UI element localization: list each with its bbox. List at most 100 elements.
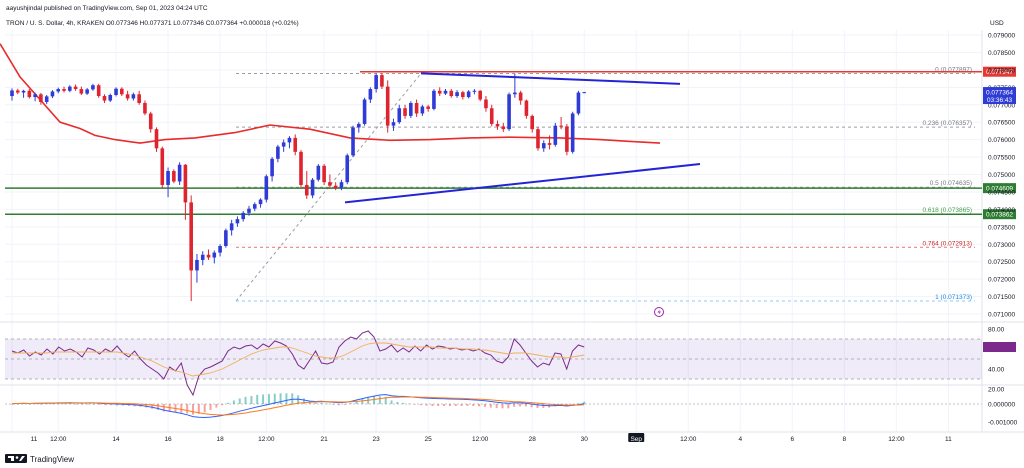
level-price-label: 0.074609 [986, 186, 1013, 193]
candle-body [27, 90, 32, 98]
candle-body [368, 89, 373, 100]
time-tick-label: 11 [945, 436, 952, 443]
time-tick-label: 12:00 [50, 436, 67, 443]
publisher-line: aayushjindal published on TradingView.co… [6, 5, 208, 12]
time-tick-label: 12:00 [680, 436, 697, 443]
macd-histogram-bar [367, 397, 370, 404]
candle-body [426, 106, 430, 109]
candle-body [91, 85, 95, 90]
candle-body [489, 108, 494, 124]
price-tick-label: 0.071500 [988, 294, 1015, 301]
candle-body [33, 94, 37, 98]
time-tick-label: 14 [112, 436, 120, 443]
macd-histogram-bar [460, 404, 463, 406]
macd-histogram-bar [583, 401, 586, 404]
macd-histogram-bar [425, 404, 428, 406]
fib-level-label: 0.5 (0.074635) [930, 180, 972, 187]
candle-body [513, 92, 517, 95]
candle-body [85, 89, 89, 94]
alert-icon[interactable] [654, 307, 664, 317]
price-tick-label: 0.072500 [988, 259, 1015, 266]
candle-body [143, 103, 147, 114]
candle-body [385, 86, 390, 126]
level-price-tag [983, 209, 1016, 220]
macd-histogram-bar [63, 403, 66, 405]
candle-body [137, 94, 141, 104]
candle-body [56, 89, 61, 92]
candle-body [345, 155, 350, 183]
macd-histogram-bar [151, 404, 154, 409]
candle-body [547, 143, 552, 145]
macd-histogram-bar [51, 403, 54, 405]
macd-histogram-bar [308, 401, 311, 404]
candle-body [241, 212, 245, 220]
candle-body [495, 123, 500, 127]
candle-body [293, 137, 298, 152]
candle-body [44, 96, 49, 102]
candle-body [39, 94, 43, 102]
candle-body [247, 208, 251, 213]
candle-body [449, 90, 454, 97]
time-axis[interactable]: 11 12:00 14 16 18 12:00 21 23 25 12:00 28 30 Sep 12:0… [31, 433, 952, 443]
macd-histogram-bar [495, 404, 498, 408]
macd-histogram-bar [320, 402, 323, 404]
price-tick-label: 0.077000 [988, 102, 1015, 109]
candle-body [524, 100, 529, 116]
fib-level-label: 0.764 (0.072913) [922, 240, 972, 247]
macd-histogram-bar [577, 403, 580, 404]
candle-body [224, 230, 228, 246]
candle-body [443, 90, 448, 94]
candle-body [148, 113, 153, 130]
macd-histogram-bar [518, 404, 521, 407]
macd-histogram-bar [98, 404, 101, 405]
candle-body [189, 202, 193, 271]
fibonacci-retracement[interactable]: 0 (0.077897) 0.236 (0.076357) 0.5 (0.07463… [235, 66, 975, 302]
macd-histogram-bar [28, 404, 31, 405]
macd-histogram-bar [501, 404, 504, 409]
candle-body [576, 92, 581, 114]
candle-body [131, 94, 136, 99]
macd-histogram-bar [314, 402, 317, 404]
candle-body [229, 223, 234, 231]
price-axis[interactable]: USD0.0790000.0785000.0780000.0775000.077… [983, 20, 1016, 319]
price-tick-label: 0.075500 [988, 155, 1015, 162]
tradingview-logo[interactable]: TradingView [5, 454, 74, 464]
macd-histogram-bar [431, 404, 434, 406]
candle-body [281, 142, 286, 147]
trendlines[interactable] [344, 72, 701, 204]
candle-body [50, 91, 55, 97]
macd-histogram-bar [227, 402, 230, 404]
candle-body [195, 259, 199, 271]
macd-histogram-bar [297, 395, 300, 404]
level-price-label: 0.077947 [986, 69, 1013, 76]
candle-body [351, 127, 355, 156]
trendline[interactable] [420, 72, 681, 85]
moving-average-line [0, 43, 661, 144]
time-tick-label: 16 [164, 436, 172, 443]
candle-body [172, 171, 176, 182]
candle-body [582, 92, 587, 94]
candle-body [218, 245, 222, 253]
candle-body [252, 204, 257, 209]
macd-histogram-bar [437, 404, 440, 406]
macd-histogram-bar [472, 404, 475, 406]
macd-histogram-bar [443, 404, 446, 406]
macd-histogram-bar [69, 403, 72, 404]
candle-body [437, 90, 442, 94]
candle-body [79, 89, 84, 94]
candle-body [258, 199, 263, 205]
grid [0, 30, 1024, 433]
trendline[interactable] [344, 163, 701, 204]
macd-histogram-bar [571, 404, 574, 405]
macd-histogram-bar [326, 403, 329, 405]
price-tick-label: 0.079000 [988, 33, 1015, 40]
macd-histogram-bar [16, 404, 19, 405]
macd-tick-label: -0.001000 [988, 420, 1018, 427]
current-date-tag [628, 433, 645, 442]
macd-histogram-bar [110, 404, 113, 406]
macd-histogram-bar [291, 393, 294, 404]
macd-histogram-bar [121, 404, 124, 406]
macd-histogram-bar [530, 404, 533, 408]
candle-body [530, 115, 534, 130]
